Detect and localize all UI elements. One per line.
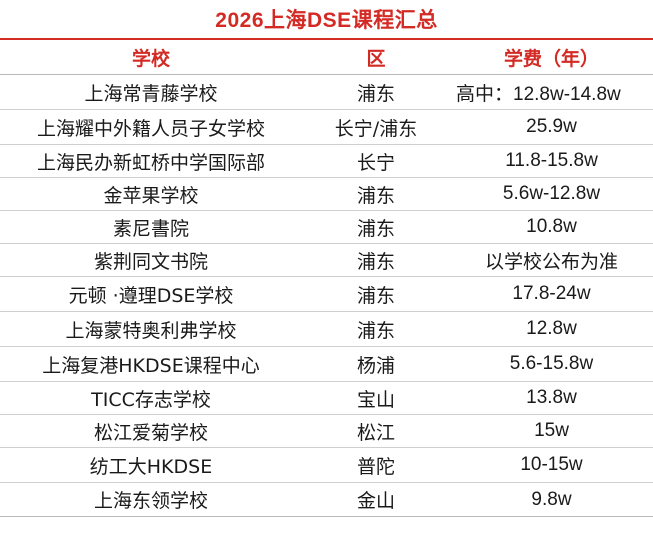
- cell-fee: 9.8w: [450, 482, 653, 517]
- cell-school: 上海耀中外籍人员子女学校: [0, 109, 302, 145]
- table-row: 松江爱菊学校 松江 15w: [0, 414, 653, 448]
- cell-fee: 11.8-15.8w: [450, 144, 653, 178]
- cell-district: 浦东: [302, 210, 450, 244]
- table-row: 上海民办新虹桥中学国际部 长宁 11.8-15.8w: [0, 144, 653, 178]
- table-row: 纺工大HKDSE 普陀 10-15w: [0, 447, 653, 483]
- cell-fee: 以学校公布为准: [450, 243, 653, 277]
- cell-fee: 5.6-15.8w: [450, 346, 653, 382]
- cell-school: 元顿 ·遵理DSE学校: [0, 276, 302, 312]
- cell-school: 上海蒙特奥利弗学校: [0, 311, 302, 347]
- course-table: 学校 区 学费（年） 上海常青藤学校 浦东 高中：12.8w-14.8w 上海耀…: [0, 40, 653, 517]
- table-row: 上海蒙特奥利弗学校 浦东 12.8w: [0, 311, 653, 347]
- table-row: 上海东领学校 金山 9.8w: [0, 482, 653, 517]
- table-row: 上海常青藤学校 浦东 高中：12.8w-14.8w: [0, 74, 653, 110]
- table-row: TICC存志学校 宝山 13.8w: [0, 381, 653, 415]
- table-row: 金苹果学校 浦东 5.6w-12.8w: [0, 177, 653, 211]
- cell-district: 松江: [302, 414, 450, 448]
- cell-fee: 15w: [450, 414, 653, 448]
- table-row: 元顿 ·遵理DSE学校 浦东 17.8-24w: [0, 276, 653, 312]
- cell-district: 金山: [302, 482, 450, 517]
- cell-school: TICC存志学校: [0, 381, 302, 415]
- cell-school: 紫荆同文书院: [0, 243, 302, 277]
- table-header: 学校 区 学费（年）: [0, 40, 653, 75]
- cell-fee: 高中：12.8w-14.8w: [450, 74, 653, 110]
- header-row: 学校 区 学费（年）: [0, 40, 653, 75]
- title-bar: 2026上海DSE课程汇总: [0, 0, 653, 40]
- page-title: 2026上海DSE课程汇总: [215, 9, 438, 32]
- cell-district: 浦东: [302, 177, 450, 211]
- column-header-district: 区: [302, 40, 450, 75]
- cell-district: 浦东: [302, 311, 450, 347]
- cell-fee: 17.8-24w: [450, 276, 653, 312]
- cell-school: 上海民办新虹桥中学国际部: [0, 144, 302, 178]
- table-row: 紫荆同文书院 浦东 以学校公布为准: [0, 243, 653, 277]
- table-row: 素尼書院 浦东 10.8w: [0, 210, 653, 244]
- cell-school: 纺工大HKDSE: [0, 447, 302, 483]
- column-header-school: 学校: [0, 40, 302, 75]
- cell-district: 长宁: [302, 144, 450, 178]
- cell-fee: 5.6w-12.8w: [450, 177, 653, 211]
- cell-fee: 10.8w: [450, 210, 653, 244]
- cell-fee: 10-15w: [450, 447, 653, 483]
- cell-school: 素尼書院: [0, 210, 302, 244]
- cell-fee: 25.9w: [450, 109, 653, 145]
- table-row: 上海耀中外籍人员子女学校 长宁/浦东 25.9w: [0, 109, 653, 145]
- cell-school: 上海东领学校: [0, 482, 302, 517]
- cell-school: 金苹果学校: [0, 177, 302, 211]
- column-header-fee: 学费（年）: [450, 40, 653, 75]
- table-body: 上海常青藤学校 浦东 高中：12.8w-14.8w 上海耀中外籍人员子女学校 长…: [0, 74, 653, 517]
- cell-school: 上海常青藤学校: [0, 74, 302, 110]
- cell-district: 长宁/浦东: [302, 109, 450, 145]
- cell-fee: 13.8w: [450, 381, 653, 415]
- cell-school: 上海复港HKDSE课程中心: [0, 346, 302, 382]
- cell-school: 松江爱菊学校: [0, 414, 302, 448]
- cell-district: 普陀: [302, 447, 450, 483]
- cell-district: 浦东: [302, 74, 450, 110]
- cell-district: 浦东: [302, 276, 450, 312]
- cell-district: 浦东: [302, 243, 450, 277]
- cell-district: 杨浦: [302, 346, 450, 382]
- table-row: 上海复港HKDSE课程中心 杨浦 5.6-15.8w: [0, 346, 653, 382]
- cell-fee: 12.8w: [450, 311, 653, 347]
- cell-district: 宝山: [302, 381, 450, 415]
